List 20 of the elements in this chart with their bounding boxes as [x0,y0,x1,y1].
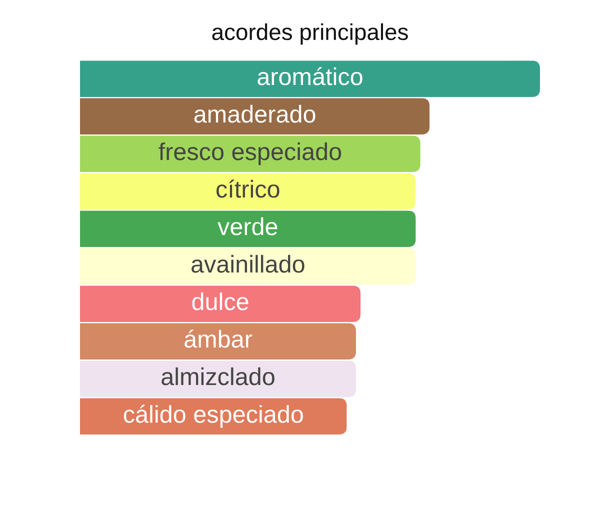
bar [80,60,540,97]
bar [80,360,356,397]
y-tick-label: fresco especiado [158,142,342,166]
chart-title: acordes principales [212,23,408,45]
y-tick-label: aromático [258,67,362,86]
y-tick-label: ámbar [184,330,252,348]
bar [80,173,416,210]
y-tick-label: dulce [192,292,248,310]
y-tick-label: cálido especiado [124,404,303,428]
y-tick-label: verde [218,217,278,236]
bar [80,136,420,172]
y-tick-label: almizclado [162,367,274,386]
y-tick-label: amaderado [194,104,316,123]
bar [80,323,356,360]
y-tick-label: cítrico [216,180,280,198]
bar [80,98,430,134]
bar [80,248,416,284]
bar [80,286,361,322]
bar [80,210,416,247]
y-tick-label: avainillado [192,254,304,273]
